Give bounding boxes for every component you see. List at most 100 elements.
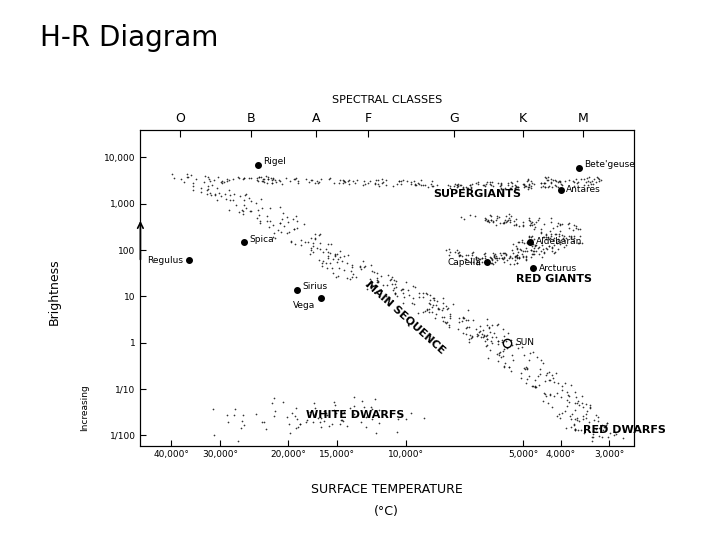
Point (483, 323, 495, 332)
Point (187, 179, 199, 188)
Point (550, 181, 562, 190)
Point (290, 212, 302, 220)
Point (485, 253, 497, 262)
Point (486, 255, 498, 264)
Point (422, 182, 433, 191)
Point (261, 178, 272, 187)
Point (542, 176, 554, 184)
Point (469, 212, 481, 220)
Point (445, 311, 456, 320)
Point (238, 173, 250, 182)
Point (315, 414, 326, 422)
Point (268, 174, 279, 183)
Point (532, 372, 544, 381)
Point (256, 177, 268, 186)
Point (257, 177, 269, 185)
Point (570, 425, 581, 434)
Point (433, 304, 444, 313)
Point (480, 180, 492, 188)
Point (544, 390, 556, 399)
Point (284, 429, 296, 437)
Point (521, 252, 532, 260)
Point (498, 249, 510, 258)
Point (553, 177, 564, 185)
Point (511, 251, 523, 259)
Point (506, 341, 518, 349)
Point (518, 181, 530, 190)
Point (457, 184, 469, 192)
Point (199, 178, 210, 187)
Point (581, 414, 593, 422)
Point (572, 414, 583, 422)
Point (505, 252, 516, 261)
Point (502, 179, 513, 187)
Point (459, 254, 471, 263)
Point (442, 181, 454, 190)
Point (511, 183, 523, 191)
Point (482, 354, 494, 362)
Point (375, 287, 387, 296)
Point (444, 245, 455, 254)
Point (590, 178, 602, 186)
Point (418, 180, 429, 189)
Point (490, 251, 502, 260)
Point (560, 234, 572, 242)
Point (522, 182, 534, 191)
Point (410, 180, 421, 188)
Point (481, 314, 492, 323)
Point (590, 411, 601, 420)
Point (573, 401, 585, 409)
Point (524, 236, 536, 245)
Point (565, 233, 577, 241)
Point (582, 422, 593, 431)
Point (485, 181, 496, 190)
Point (215, 178, 227, 186)
Point (544, 242, 555, 251)
Point (477, 326, 488, 335)
Point (444, 321, 455, 329)
Point (305, 176, 317, 184)
Point (555, 180, 567, 188)
Point (511, 243, 523, 252)
Point (604, 429, 616, 437)
Point (334, 420, 346, 428)
Point (319, 411, 330, 420)
Point (415, 181, 427, 190)
Point (331, 249, 343, 258)
Point (562, 220, 574, 229)
Point (240, 204, 252, 212)
Point (541, 175, 552, 184)
Point (511, 251, 523, 260)
Point (449, 248, 461, 256)
Point (510, 259, 522, 267)
Point (213, 189, 225, 198)
Point (531, 241, 542, 249)
Point (577, 411, 589, 420)
Point (374, 182, 385, 191)
Point (554, 220, 566, 228)
Point (412, 308, 423, 317)
Point (276, 214, 288, 223)
Point (391, 292, 402, 300)
Point (337, 417, 348, 426)
Point (547, 373, 559, 382)
Point (274, 219, 285, 227)
Point (522, 174, 534, 183)
Point (258, 178, 270, 186)
Point (520, 362, 531, 371)
Point (302, 238, 314, 247)
Point (580, 177, 592, 186)
Point (505, 336, 517, 345)
Point (319, 407, 330, 415)
Point (523, 214, 534, 222)
Point (492, 349, 503, 358)
Point (512, 344, 523, 353)
Point (239, 173, 251, 182)
Point (571, 399, 582, 407)
Point (593, 174, 605, 183)
Point (564, 219, 575, 227)
Point (598, 426, 609, 434)
Point (593, 174, 604, 183)
Point (466, 248, 477, 257)
Point (489, 252, 500, 260)
